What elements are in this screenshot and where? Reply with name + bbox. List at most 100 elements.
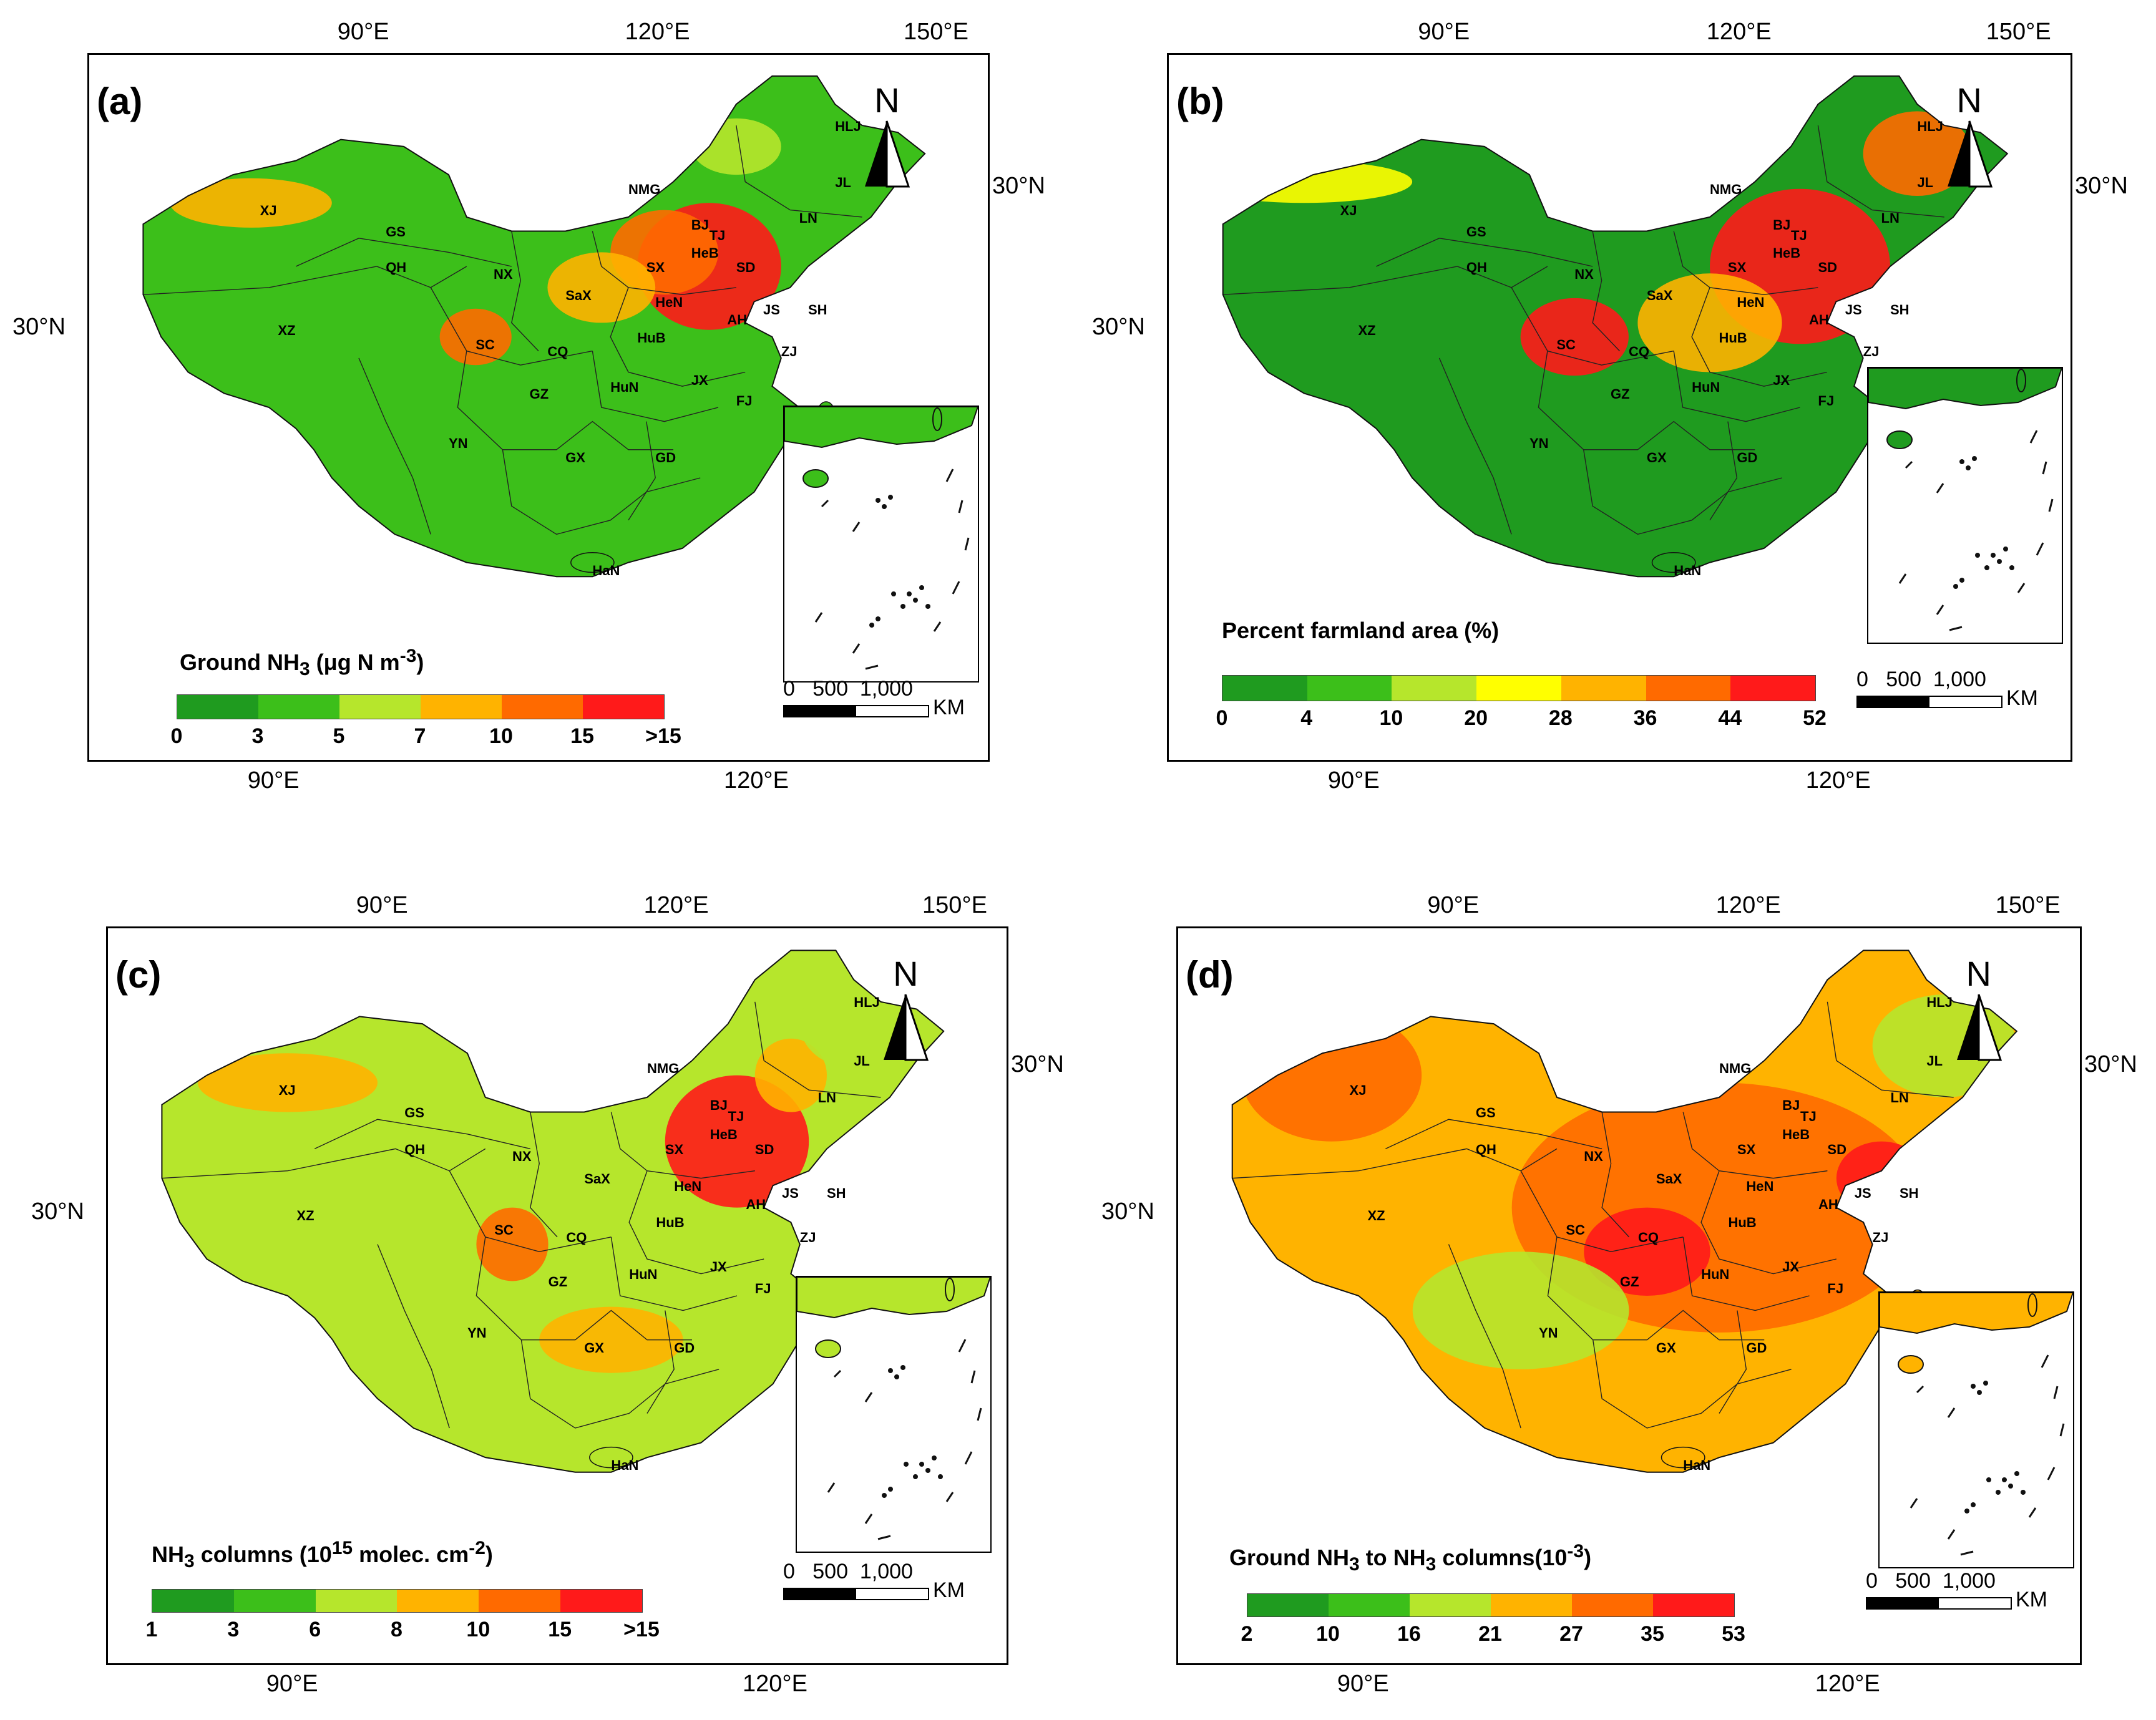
legend-swatch [583, 695, 664, 719]
nine-dash-line [1910, 1498, 1918, 1509]
legend-swatch [1561, 676, 1646, 701]
legend-swatch [1730, 676, 1816, 701]
province-label: NX [512, 1149, 532, 1165]
province-border [378, 1245, 449, 1429]
province-border [1827, 1002, 1953, 1097]
province-label: HeN [1737, 294, 1765, 311]
province-label: SD [736, 259, 756, 275]
south-china-sea-inset [1878, 1291, 2074, 1568]
nine-dash-line [2017, 583, 2026, 593]
hainan-island [1652, 553, 1695, 573]
island-dot [894, 1374, 899, 1379]
province-label: ZJ [1863, 344, 1880, 360]
nine-dash-line [814, 612, 823, 623]
province-border [1223, 266, 1548, 294]
province-label: SH [808, 301, 827, 318]
legend-swatch [1247, 1594, 1329, 1616]
legend-tick-label: 21 [1478, 1622, 1502, 1646]
legend-tick-label: 5 [333, 724, 345, 748]
province-border [647, 1311, 674, 1414]
province-border [1719, 1311, 1746, 1414]
province-label: SX [646, 259, 665, 275]
legend-tick-label: 15 [570, 724, 594, 748]
inset-taiwan [932, 407, 942, 431]
hainan-island [1662, 1447, 1705, 1468]
province-label: HuN [1701, 1266, 1730, 1282]
panel-label: (d) [1186, 954, 1234, 996]
legend-tick-label: 2 [1241, 1622, 1253, 1646]
nine-dash-line [2048, 498, 2054, 512]
province-label: JL [1917, 175, 1934, 191]
north-label: N [1956, 80, 1982, 120]
bottom-longitude-label: 120°E [743, 1671, 807, 1697]
province-label: HuN [629, 1266, 658, 1282]
right-latitude-label: 30°N [992, 173, 1045, 200]
province-label: XZ [296, 1207, 315, 1223]
top-longitude-label: 150°E [922, 892, 987, 918]
province-label: LN [799, 210, 817, 226]
scale-unit: KM [933, 696, 965, 719]
legend-swatch [258, 695, 339, 719]
top-longitude-label: 90°E [356, 892, 408, 918]
province-border [1538, 351, 1755, 450]
legend-labels: 1 3 6 8 10 15 >15 [146, 1618, 660, 1649]
province-label: LN [1881, 210, 1900, 226]
province-label: FJ [754, 1281, 771, 1297]
province-border [1232, 1149, 1557, 1178]
china-map [1178, 928, 2080, 1663]
province-label: GD [1746, 1339, 1767, 1356]
legend-swatch [479, 1590, 561, 1612]
island-dot [1977, 1390, 1982, 1395]
island-dot [2014, 1471, 2019, 1476]
province-label: GD [674, 1339, 695, 1356]
inset-mainland [797, 1277, 990, 1319]
province-label: HeB [1782, 1127, 1810, 1143]
legend-labels: 0 3 5 7 10 15 >15 [171, 724, 681, 756]
hainan-island [590, 1447, 633, 1468]
province-label: HeN [1746, 1178, 1774, 1194]
island-dot [2003, 547, 2008, 551]
nine-dash-line [2041, 1354, 2049, 1368]
province-label: HeN [655, 294, 683, 311]
province-label: GX [1646, 449, 1667, 465]
nine-dash-line [977, 1407, 982, 1421]
inset-hainan [802, 469, 829, 488]
legend-swatch [421, 695, 502, 719]
hotspot-region [1836, 1141, 1927, 1215]
scale-bar [1856, 696, 2002, 708]
province-label: XJ [260, 203, 277, 219]
province-label: BJ [691, 216, 709, 233]
legend-tick-label: 3 [251, 724, 264, 748]
legend-color-bar [177, 694, 665, 719]
left-latitude-label: 30°N [31, 1198, 84, 1225]
province-label: SaX [1646, 287, 1673, 303]
legend-color-bar [1247, 1593, 1735, 1617]
island-dot [2021, 1490, 2026, 1495]
scale-bar [783, 705, 929, 717]
province-label: CQ [1628, 344, 1649, 360]
hotspot-region [1637, 273, 1782, 372]
province-border [476, 1237, 692, 1340]
nine-dash-line [821, 499, 829, 508]
inset-taiwan [945, 1278, 955, 1301]
province-border [610, 288, 745, 386]
province-label: GS [404, 1104, 424, 1120]
island-dot [888, 1487, 893, 1492]
legend-tick-label: 10 [1316, 1622, 1340, 1646]
province-label: BJ [1773, 216, 1791, 233]
country-border [1232, 950, 2017, 1472]
nine-dash-line [958, 500, 963, 513]
north-arrow-shape [865, 120, 910, 188]
inset-mainland [1868, 368, 2062, 410]
province-border [629, 1171, 764, 1274]
island-dot [2002, 1477, 2007, 1482]
hotspot-region [539, 1306, 683, 1373]
south-china-sea-inset [1867, 367, 2063, 644]
province-border [502, 450, 700, 535]
province-label: HuB [1728, 1215, 1757, 1231]
china-map [89, 55, 988, 760]
legend-tick-label: 53 [1722, 1622, 1745, 1646]
north-label: N [893, 954, 919, 993]
island-dot [900, 1365, 905, 1370]
province-label: GZ [1611, 386, 1630, 402]
